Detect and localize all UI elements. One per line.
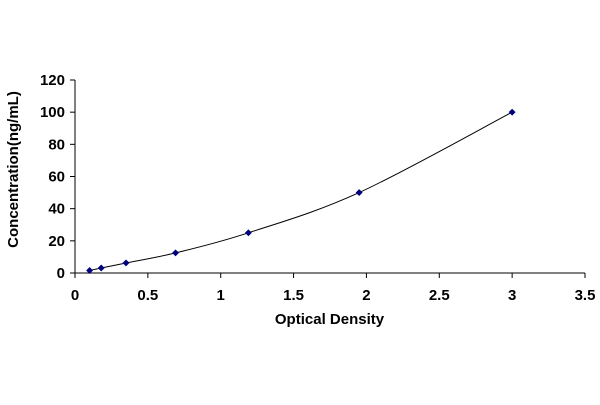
- data-point: [355, 189, 363, 197]
- data-point: [171, 249, 180, 257]
- x-tick-label: 3: [508, 287, 516, 304]
- y-tick-label: 80: [48, 136, 65, 153]
- x-axis-title: Optical Density: [275, 311, 385, 328]
- y-axis-title: Concentration(ng/mL): [5, 91, 22, 248]
- data-point: [97, 264, 105, 272]
- x-tick-label: 2: [362, 287, 370, 304]
- standard-curve-line: [89, 111, 513, 271]
- data-point: [86, 266, 94, 275]
- y-tick-label: 40: [48, 201, 65, 218]
- y-tick-label: 120: [40, 72, 65, 89]
- ticks: 0 0.5 1 1.5 2 2.5 3 3.5 0 20 40 60 80 100 120: [40, 72, 595, 304]
- data-point: [508, 108, 516, 116]
- data-point: [122, 259, 130, 267]
- x-tick-label: 0.5: [137, 287, 158, 304]
- y-tick-label: 0: [57, 265, 65, 282]
- axes: [74, 80, 585, 274]
- x-tick-label: 0: [71, 287, 79, 304]
- x-tick-label: 2.5: [429, 287, 450, 304]
- y-tick-label: 100: [40, 104, 65, 121]
- x-tick-label: 1: [217, 287, 225, 304]
- data-point: [244, 229, 252, 237]
- x-tick-label: 3.5: [575, 287, 596, 304]
- y-tick-label: 20: [48, 233, 65, 250]
- x-tick-label: 1.5: [283, 287, 304, 304]
- points-layer: [86, 108, 516, 275]
- curve-layer: [89, 111, 513, 271]
- y-tick-label: 60: [48, 169, 65, 186]
